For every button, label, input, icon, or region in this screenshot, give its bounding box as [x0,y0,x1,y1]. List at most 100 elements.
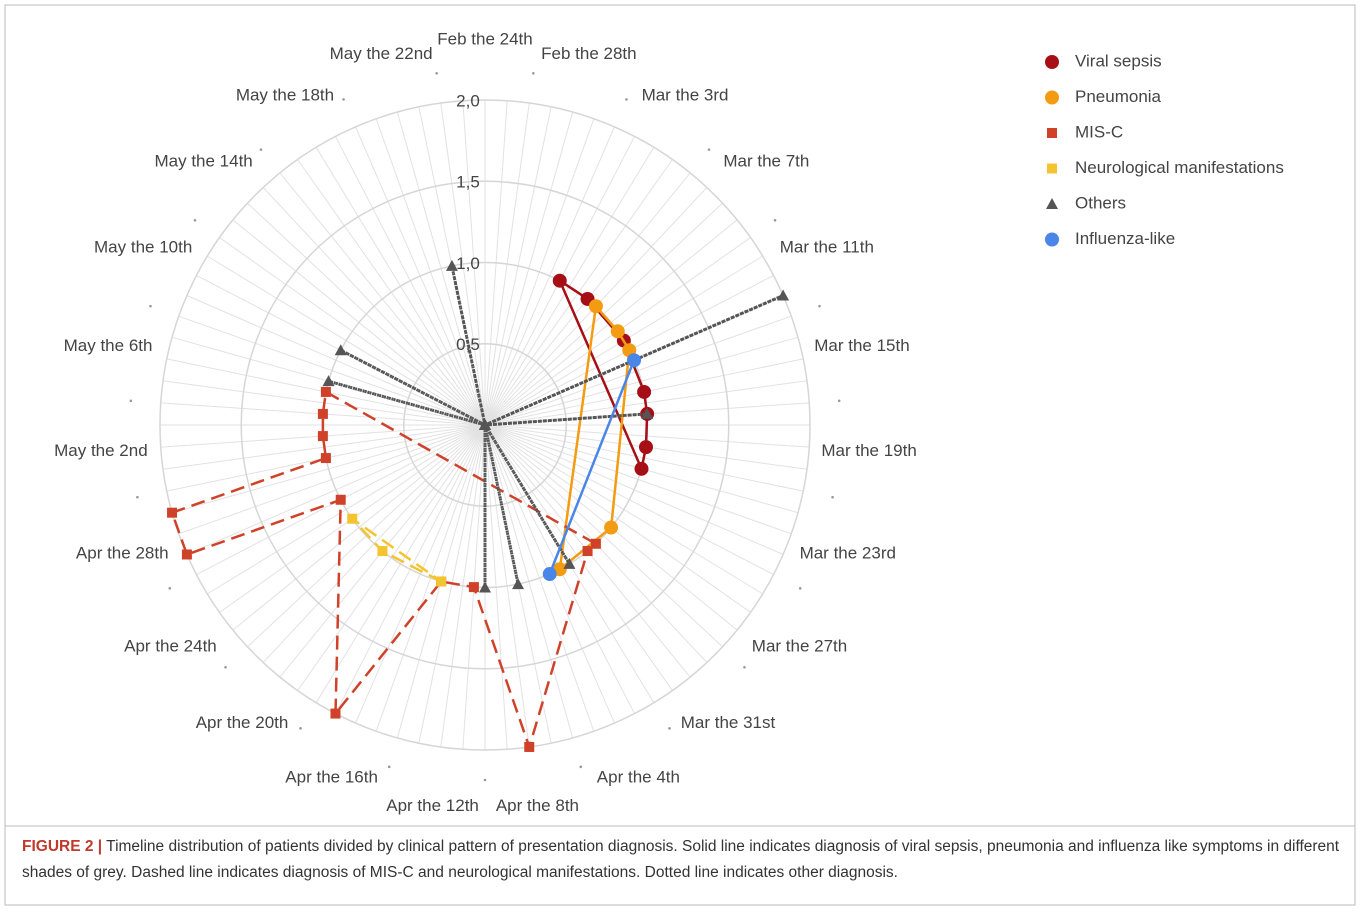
legend-label: Pneumonia [1075,87,1162,106]
category-label: May the 2nd [54,441,148,460]
spoke-dot [168,587,172,590]
spoke-dot [837,399,841,403]
spoke-dot [299,727,302,730]
category-label: Mar the 11th [780,237,874,256]
category-label: Mar the 15th [814,336,909,355]
category-label: May the 6th [64,336,153,355]
spoke-dot [224,666,227,669]
series-line [170,390,598,749]
category-label: Apr the 12th [386,796,479,815]
r-tick-label: 0,5 [456,335,480,354]
data-point [181,549,192,560]
spoke-dot [149,304,152,308]
category-label: Apr the 4th [597,768,680,787]
category-label: Mar the 7th [723,152,809,171]
legend-label: Viral sepsis [1075,51,1162,70]
legend-marker [1047,128,1057,138]
r-tick-label: 1,5 [456,173,480,192]
category-label: Mar the 31st [681,713,776,732]
legend-label: MIS-C [1075,122,1123,141]
spoke-dot [129,399,133,403]
caption: FIGURE 2 | Timeline distribution of pati… [22,834,1344,886]
data-point [542,567,557,582]
data-point [317,408,328,419]
legend-label: Neurological manifestations [1075,158,1284,177]
category-label: Apr the 24th [124,637,217,656]
legend-marker [1045,55,1059,69]
data-point [330,708,341,719]
spoke-dot [342,98,345,101]
category-label: Mar the 27th [752,637,847,656]
category-label: Feb the 28th [541,44,636,63]
spoke-dot [579,765,583,769]
category-label: Apr the 16th [285,768,378,787]
data-point [638,440,653,455]
data-point [377,546,388,557]
data-point [436,576,447,587]
data-point [552,273,567,288]
data-point [634,461,649,476]
data-point [347,513,358,524]
data-point [479,419,491,430]
spoke-dot [625,98,628,101]
spoke-dot [668,727,671,730]
data-point [322,375,335,387]
data-point [468,582,479,593]
grid-circle [159,99,811,751]
data-point [445,259,458,271]
spoke-dot [259,148,263,151]
r-tick-label: 2,0 [456,91,480,110]
data-point [590,538,601,549]
category-label: Mar the 23rd [800,543,896,562]
spoke-dot [743,666,746,669]
caption-label: FIGURE 2 | [22,838,103,855]
spoke-dot [707,148,711,151]
category-label: May the 14th [154,152,252,171]
spoke-dot [387,765,391,769]
data-point [604,520,619,535]
data-point [335,494,346,505]
data-point [479,581,491,593]
series-line [327,264,785,589]
legend-label: Others [1075,193,1126,212]
grid-circle [240,180,730,670]
spoke-dot [798,587,802,590]
category-label: Mar the 3rd [642,86,729,105]
legend-marker [1047,163,1057,174]
data-point [637,384,652,399]
data-point [320,453,331,464]
category-label: Apr the 28th [76,543,169,562]
series-line [350,517,443,583]
data-point [588,299,603,314]
data-point [777,289,790,301]
spoke-dot [773,218,777,222]
data-point [512,578,525,590]
legend-marker [1045,232,1059,247]
data-point [320,386,331,397]
category-label: Apr the 8th [496,796,579,815]
data-point [334,344,347,356]
frame [4,4,1356,906]
spoke-dot [193,218,197,222]
data-point [167,507,178,518]
category-label: May the 22nd [330,44,433,63]
data-point [317,431,328,442]
data-point [627,353,642,368]
spoke-dot [136,495,139,499]
spoke-dot [831,495,834,499]
category-label: Feb the 24th [437,29,532,48]
spoke-dot [818,304,821,308]
spoke-dot [532,72,535,75]
category-label: May the 18th [236,86,334,105]
category-label: Mar the 19th [821,441,916,460]
legend-marker [1046,198,1058,209]
category-label: Apr the 20th [196,713,289,732]
data-point [582,546,593,557]
legend-label: Influenza-like [1075,229,1175,248]
data-point [641,407,654,419]
data-point [563,557,576,569]
data-point [610,324,625,339]
category-label: May the 10th [94,237,192,256]
